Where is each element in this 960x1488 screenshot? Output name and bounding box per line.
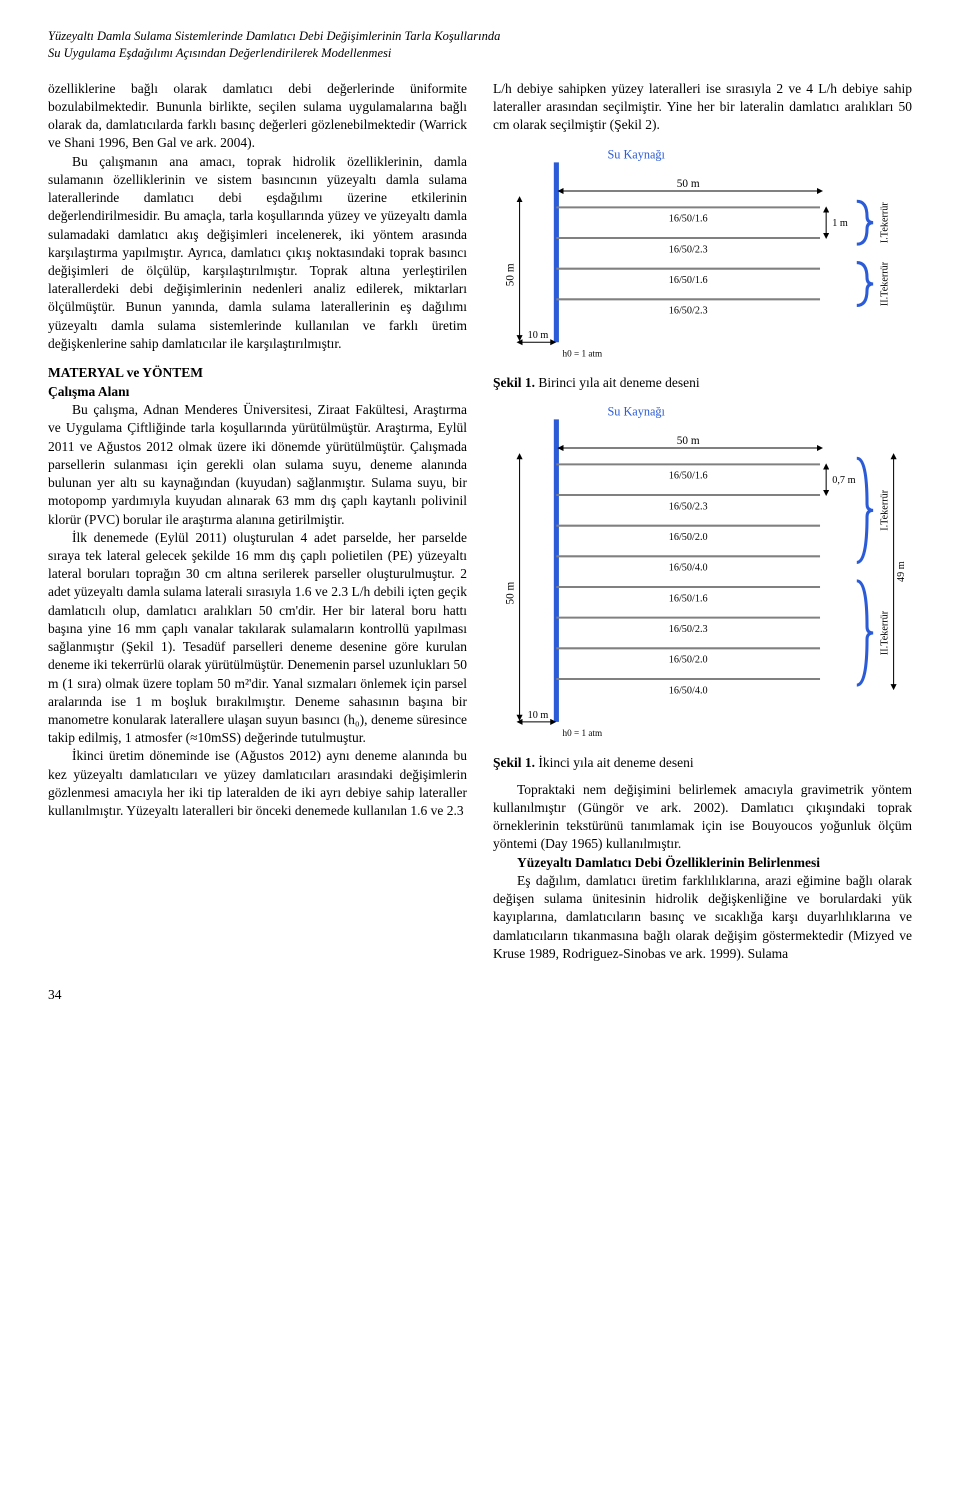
svg-text:1 m: 1 m [832,218,848,229]
svg-text:16/50/2.3: 16/50/2.3 [669,502,708,513]
page-number: 34 [48,987,912,1003]
figure-1-caption-text: Birinci yıla ait deneme deseni [535,375,700,390]
svg-text:Su Kaynağı: Su Kaynağı [607,148,665,162]
figure-2-caption: Şekil 1. İkinci yıla ait deneme deseni [493,755,912,771]
study-paragraph-3: İkinci üretim döneminde ise (Ağustos 201… [48,747,467,820]
study-area-title: Çalışma Alanı [48,384,129,399]
svg-text:16/50/2.3: 16/50/2.3 [669,306,708,317]
intro-paragraph-2: Bu çalışmanın ana amacı, toprak hidrolik… [48,153,467,353]
svg-text:16/50/4.0: 16/50/4.0 [669,686,708,697]
subsection-yuzeyalti: Yüzeyaltı Damlatıcı Debi Özelliklerinin … [493,854,912,872]
header-line2: Su Uygulama Eşdağılımı Açısından Değerle… [48,45,912,62]
figure-2: Su Kaynağı 50 m 10 m h0 = 1 atm 50 m 0,7 m 16/… [493,401,912,751]
svg-text:50 m: 50 m [504,264,516,287]
figure-1-caption: Şekil 1. Birinci yıla ait deneme deseni [493,375,912,391]
subsection-yuzeyalti-title: Yüzeyaltı Damlatıcı Debi Özelliklerinin … [517,855,820,870]
study-area-block: Çalışma Alanı [48,383,467,401]
svg-text:50 m: 50 m [677,178,700,190]
two-column-body: özelliklerine bağlı olarak damlatıcı deb… [48,80,912,963]
study-paragraph-2: İlk denemede (Eylül 2011) oluşturulan 4 … [48,529,467,748]
right-paragraph-2: Topraktaki nem değişimini belirlemek ama… [493,781,912,854]
svg-text:16/50/4.0: 16/50/4.0 [669,563,708,574]
intro-paragraph-1: özelliklerine bağlı olarak damlatıcı deb… [48,80,467,153]
svg-text:16/50/2.3: 16/50/2.3 [669,624,708,635]
svg-text:II.Tekerrür: II.Tekerrür [879,262,890,307]
svg-text:II.Tekerrür: II.Tekerrür [879,610,890,655]
right-column: L/h debiye sahipken yüzey lateralleri is… [493,80,912,963]
svg-text:10 m: 10 m [528,710,549,721]
svg-text:I.Tekerrür: I.Tekerrür [879,490,890,532]
left-column: özelliklerine bağlı olarak damlatıcı deb… [48,80,467,963]
study-paragraph-1: Bu çalışma, Adnan Menderes Üniversitesi,… [48,401,467,529]
svg-text:I.Tekerrür: I.Tekerrür [879,202,890,244]
figure-1-caption-label: Şekil 1. [493,375,535,390]
diagram-svg: Su Kaynağı 50 m 10 m h0 = 1 atm 50 m 1 m 16/50… [493,144,912,371]
figure-2-caption-text: İkinci yıla ait deneme deseni [535,755,694,770]
header-line1: Yüzeyaltı Damla Sulama Sistemlerinde Dam… [48,28,912,45]
svg-text:16/50/1.6: 16/50/1.6 [669,471,708,482]
svg-text:16/50/1.6: 16/50/1.6 [669,214,708,225]
svg-text:0,7 m: 0,7 m [832,475,855,486]
svg-text:16/50/1.6: 16/50/1.6 [669,275,708,286]
svg-text:16/50/2.3: 16/50/2.3 [669,245,708,256]
figure-1: Su Kaynağı 50 m 10 m h0 = 1 atm 50 m 1 m 16/50… [493,144,912,371]
running-header: Yüzeyaltı Damla Sulama Sistemlerinde Dam… [48,28,912,62]
svg-text:16/50/1.6: 16/50/1.6 [669,594,708,605]
right-paragraph-1: L/h debiye sahipken yüzey lateralleri is… [493,80,912,135]
svg-text:16/50/2.0: 16/50/2.0 [669,532,708,543]
right-paragraph-3: Eş dağılım, damlatıcı üretim farklılıkla… [493,872,912,963]
svg-text:h0 = 1 atm: h0 = 1 atm [562,728,602,738]
svg-text:Su Kaynağı: Su Kaynağı [607,405,665,419]
svg-text:h0 = 1 atm: h0 = 1 atm [563,349,603,359]
svg-text:16/50/2.0: 16/50/2.0 [669,655,708,666]
svg-text:10 m: 10 m [528,331,549,342]
figure-2-caption-label: Şekil 1. [493,755,535,770]
diagram-svg: Su Kaynağı 50 m 10 m h0 = 1 atm 50 m 0,7 m 16/… [493,401,912,751]
section-materials: MATERYAL ve YÖNTEM [48,365,467,381]
svg-text:50 m: 50 m [504,582,516,605]
svg-text:49 m: 49 m [896,562,907,583]
svg-text:50 m: 50 m [677,435,700,447]
